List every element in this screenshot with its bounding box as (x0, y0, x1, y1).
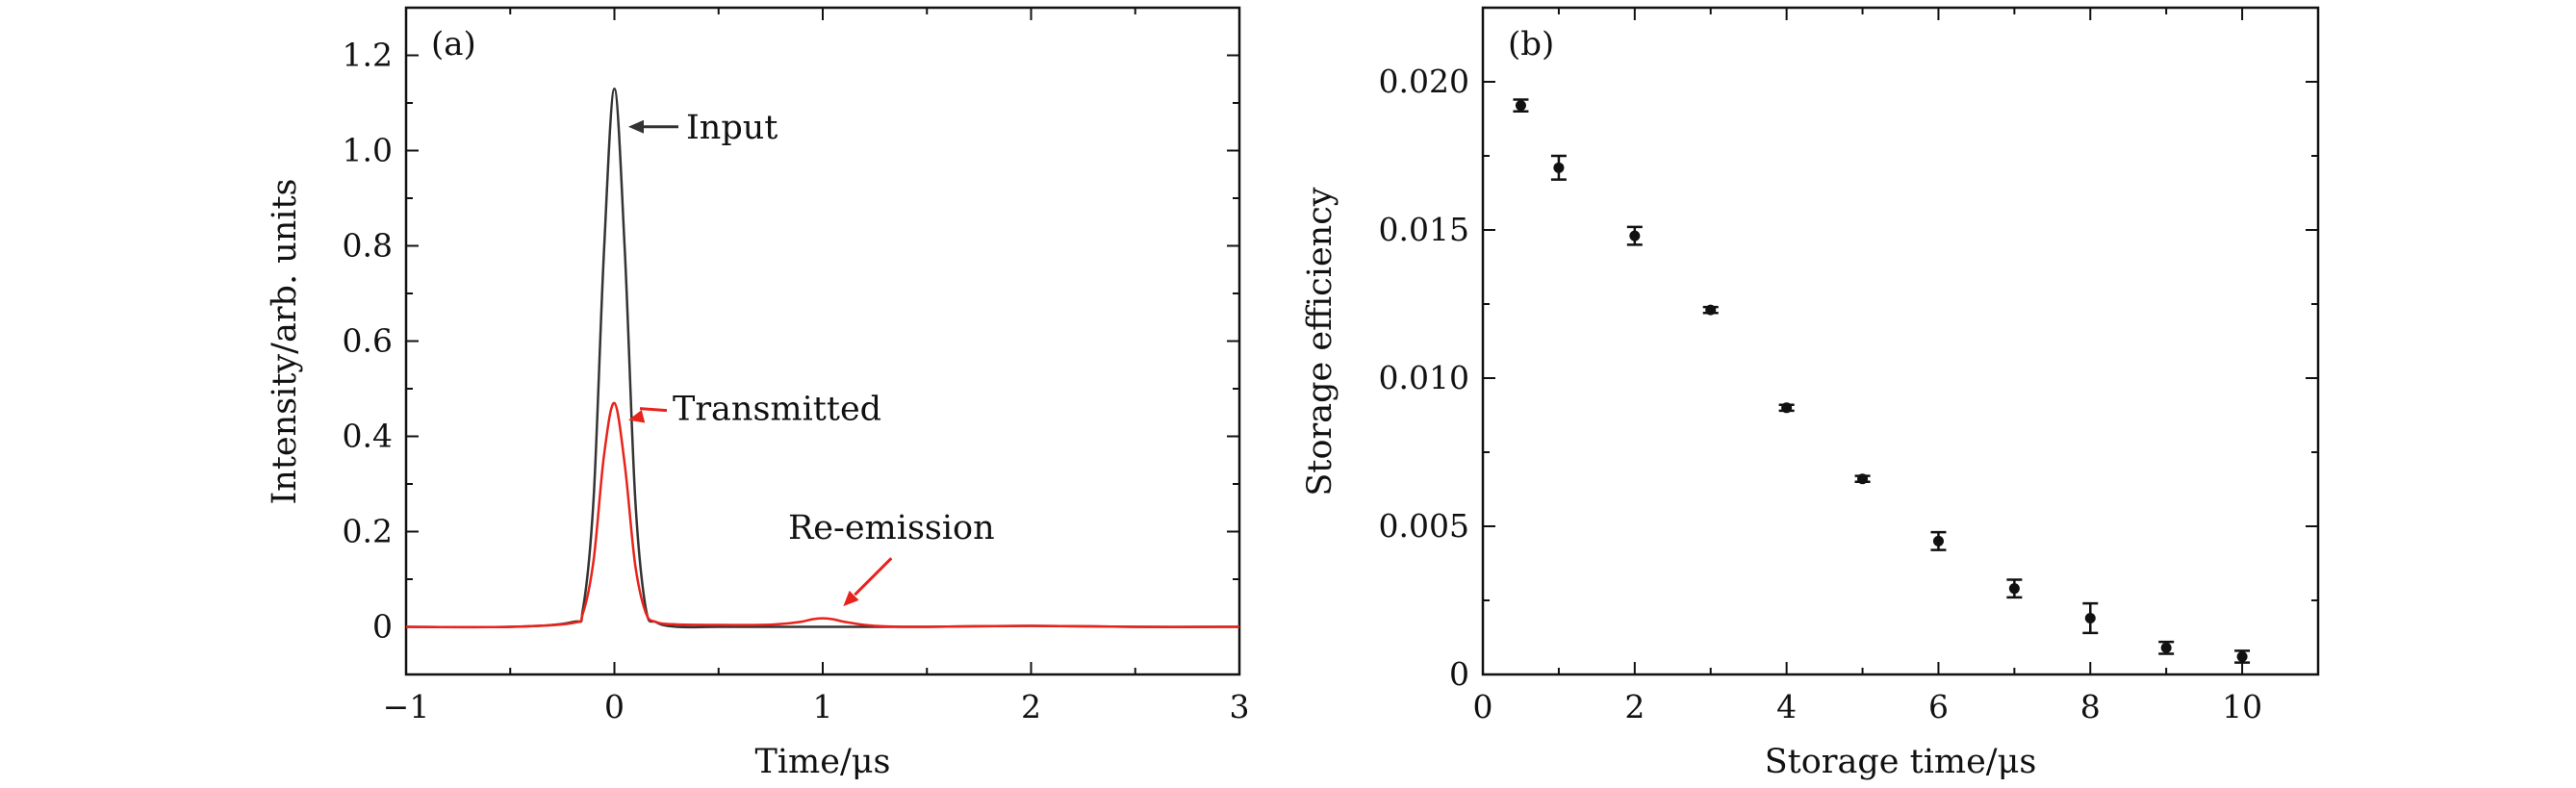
axis-ticks-b: 0 2 4 6 8 10 0 0.005 0.010 0.015 0.020 (1379, 8, 2318, 725)
annotation-label: Re-emission (788, 509, 995, 547)
panel-a: −1 0 1 2 3 0 0.2 0.4 0.6 0.8 1.0 1.2 Input Transmitt… (266, 6, 1250, 781)
x-tick-label-b: 4 (1776, 688, 1797, 725)
x-tick-label-b: 0 (1473, 688, 1493, 725)
plot-frame-a (404, 6, 1241, 676)
x-tick-label-b: 8 (2080, 688, 2101, 725)
axis-ticks-a: −1 0 1 2 3 0 0.2 0.4 0.6 0.8 1.0 1.2 (343, 7, 1250, 725)
annotation-arrowhead (627, 119, 644, 134)
y-tick-label-b: 0.005 (1379, 507, 1469, 545)
plot-frame-b (1481, 6, 2320, 676)
point-marker (1781, 402, 1793, 414)
y-tick-label-a: 0 (372, 608, 393, 646)
point-marker (1553, 162, 1565, 173)
y-tick-label-a: 0.8 (343, 227, 393, 265)
y-tick-label-b: 0.020 (1379, 63, 1469, 100)
series-points-b (1513, 98, 2251, 664)
data-point (2082, 601, 2099, 635)
x-tick-label-a: −1 (383, 688, 430, 725)
x-tick-label-b: 2 (1624, 688, 1645, 725)
data-point (1550, 154, 1567, 181)
series-lines-a (405, 87, 1240, 629)
point-marker (1629, 230, 1641, 241)
point-marker (1515, 100, 1526, 112)
point-marker (1932, 535, 1944, 547)
annotation-label: Input (686, 109, 778, 147)
data-point (1513, 98, 1529, 114)
y-tick-label-a: 0.4 (343, 418, 393, 455)
y-tick-label-b: 0.015 (1379, 211, 1469, 248)
y-tick-label-a: 1.2 (343, 37, 393, 74)
x-tick-label-a: 1 (813, 688, 833, 725)
point-marker (2008, 583, 2020, 595)
annotation-arrow (854, 557, 893, 597)
annotation-arrow (639, 407, 668, 413)
annotation-arrowhead (843, 590, 859, 607)
x-tick-label-a: 3 (1230, 688, 1250, 725)
panel-tag-b: (b) (1508, 25, 1554, 64)
x-axis-title-b: Storage time/μs (1765, 743, 2037, 781)
data-point (1854, 473, 1871, 485)
y-tick-label-b: 0.010 (1379, 359, 1469, 396)
x-tick-label-a: 0 (604, 688, 625, 725)
point-marker (1705, 304, 1717, 316)
point-marker (2236, 651, 2248, 663)
y-tick-label-a: 0.2 (343, 513, 393, 550)
panel-tag-a: (a) (431, 25, 476, 64)
y-tick-label-a: 1.0 (343, 132, 393, 169)
x-tick-label-b: 6 (1928, 688, 1949, 725)
data-point (2234, 649, 2251, 664)
point-marker (2160, 642, 2172, 653)
y-tick-label-a: 0.6 (343, 322, 393, 360)
data-point (2158, 640, 2175, 655)
panel-b: 0 2 4 6 8 10 0 0.005 0.010 0.015 0.020 (b) Storage… (1301, 6, 2320, 781)
x-axis-title-a: Time/μs (755, 743, 891, 781)
y-tick-label-b: 0 (1449, 655, 1469, 693)
x-tick-label-b: 10 (2222, 688, 2262, 725)
y-axis-title-b: Storage efficiency (1301, 187, 1339, 496)
data-point (1778, 402, 1795, 414)
point-marker (2084, 612, 2096, 623)
x-tick-label-a: 2 (1021, 688, 1041, 725)
annotations-a: Input Transmitted Re-emission (627, 109, 995, 607)
point-marker (1857, 473, 1869, 485)
series-line-transmitted (405, 401, 1240, 629)
annotation-label: Transmitted (673, 391, 881, 429)
data-point (1930, 530, 1947, 551)
data-point (1702, 304, 1719, 316)
data-point (2006, 578, 2023, 599)
data-point (1626, 225, 1643, 246)
annotation-arrowhead (627, 409, 646, 423)
y-axis-title-a: Intensity/arb. units (266, 178, 304, 504)
